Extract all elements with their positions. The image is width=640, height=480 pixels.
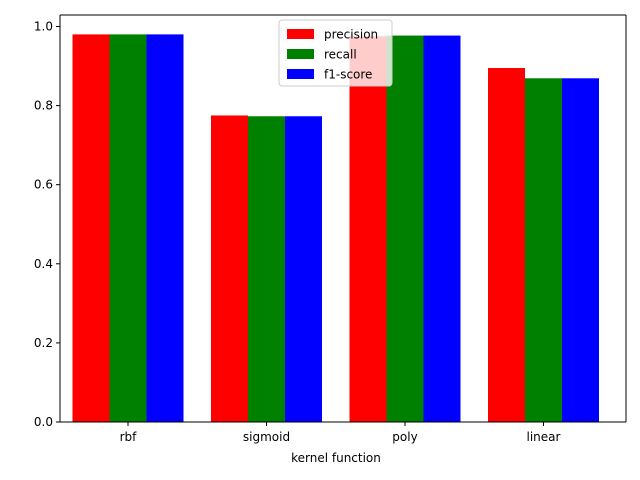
x-tick-label: sigmoid (243, 430, 290, 444)
bars-layer (72, 34, 599, 423)
legend-label-f1-score: f1-score (324, 68, 372, 82)
bar-recall-rbf (109, 34, 147, 422)
ticks-layer: 0.0 0.2 0.4 0.6 0.8 1.0 rbf sigmoid poly linear (34, 19, 561, 444)
bar-f1-score-linear (562, 78, 599, 423)
legend-swatch-f1-score (287, 69, 314, 79)
legend-swatch-recall (287, 49, 314, 59)
x-tick-label: linear (527, 430, 561, 444)
x-axis-label: kernel function (291, 451, 381, 465)
y-tick-label: 1.0 (34, 19, 53, 33)
bar-precision-rbf (72, 34, 110, 422)
bar-f1-score-rbf (146, 34, 184, 422)
legend-label-recall: recall (324, 48, 357, 62)
legend-swatch-precision (287, 29, 314, 39)
legend-label-precision: precision (324, 28, 378, 42)
y-tick-label: 0.6 (34, 178, 53, 192)
y-tick-label: 0.2 (34, 336, 53, 350)
bar-precision-linear (488, 68, 525, 422)
bar-precision-poly (349, 36, 387, 422)
bar-recall-poly (386, 35, 424, 423)
y-tick-label: 0.0 (34, 415, 53, 429)
y-tick-label: 0.8 (34, 99, 53, 113)
y-tick-label: 0.4 (34, 257, 53, 271)
bar-f1-score-poly (423, 35, 461, 423)
bar-recall-sigmoid (248, 116, 285, 422)
axes-layer (59, 14, 627, 423)
x-tick-label: poly (392, 430, 417, 444)
x-tick-label: rbf (120, 430, 138, 444)
legend: precision recall f1-score (278, 19, 393, 87)
bar-f1-score-sigmoid (285, 116, 322, 422)
bar-precision-sigmoid (211, 115, 248, 422)
bar-recall-linear (525, 78, 562, 423)
